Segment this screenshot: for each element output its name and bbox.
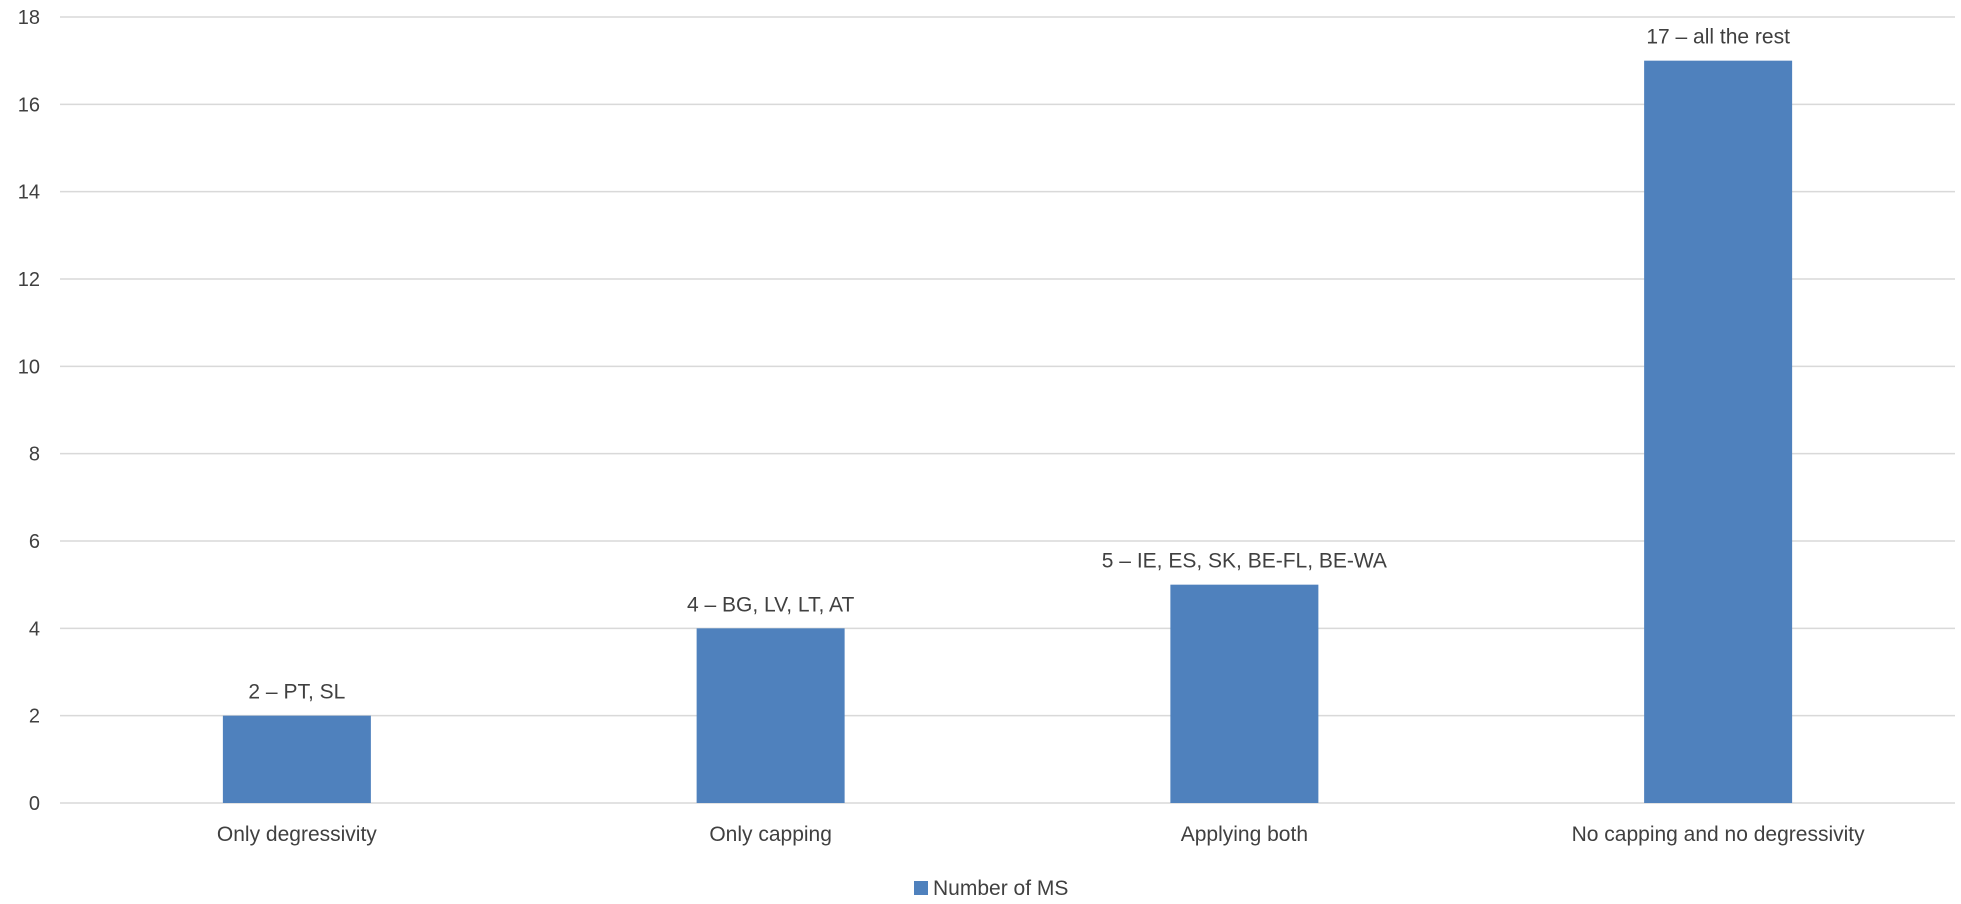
gridlines — [60, 16, 1955, 804]
data-label: 5 – IE, ES, SK, BE-FL, BE-WA — [1102, 550, 1387, 573]
x-category-label: Applying both — [1181, 823, 1308, 846]
y-tick-label: 12 — [18, 269, 40, 291]
y-tick-label: 16 — [18, 94, 40, 116]
y-tick-label: 18 — [18, 7, 40, 29]
data-label: 2 – PT, SL — [248, 681, 345, 704]
data-label: 4 – BG, LV, LT, AT — [687, 593, 854, 616]
x-axis-category-labels: Only degressivity Only capping Applying bo… — [217, 823, 1865, 846]
y-tick-label: 10 — [18, 356, 40, 378]
legend-label: Number of MS — [933, 877, 1068, 899]
bar — [696, 628, 845, 803]
y-tick-label: 14 — [18, 182, 40, 204]
y-tick-label: 4 — [29, 618, 40, 640]
data-label: 17 – all the rest — [1646, 26, 1790, 49]
y-tick-label: 2 — [29, 706, 40, 728]
x-category-label: No capping and no degressivity — [1572, 823, 1866, 846]
y-tick-label: 8 — [29, 444, 40, 466]
y-tick-label: 0 — [29, 793, 40, 815]
bar — [1170, 584, 1319, 803]
bar — [1644, 60, 1793, 803]
y-axis-tick-labels: 0 2 4 6 8 10 12 14 16 18 — [18, 7, 40, 815]
y-tick-label: 6 — [29, 531, 40, 553]
legend-swatch — [914, 881, 928, 895]
legend: Number of MS — [914, 877, 1068, 900]
data-labels: 2 – PT, SL 4 – BG, LV, LT, AT 5 – IE, ES, … — [248, 26, 1790, 704]
bars — [222, 60, 1793, 803]
x-category-label: Only capping — [709, 823, 832, 846]
bar — [222, 715, 371, 803]
x-category-label: Only degressivity — [217, 823, 377, 846]
